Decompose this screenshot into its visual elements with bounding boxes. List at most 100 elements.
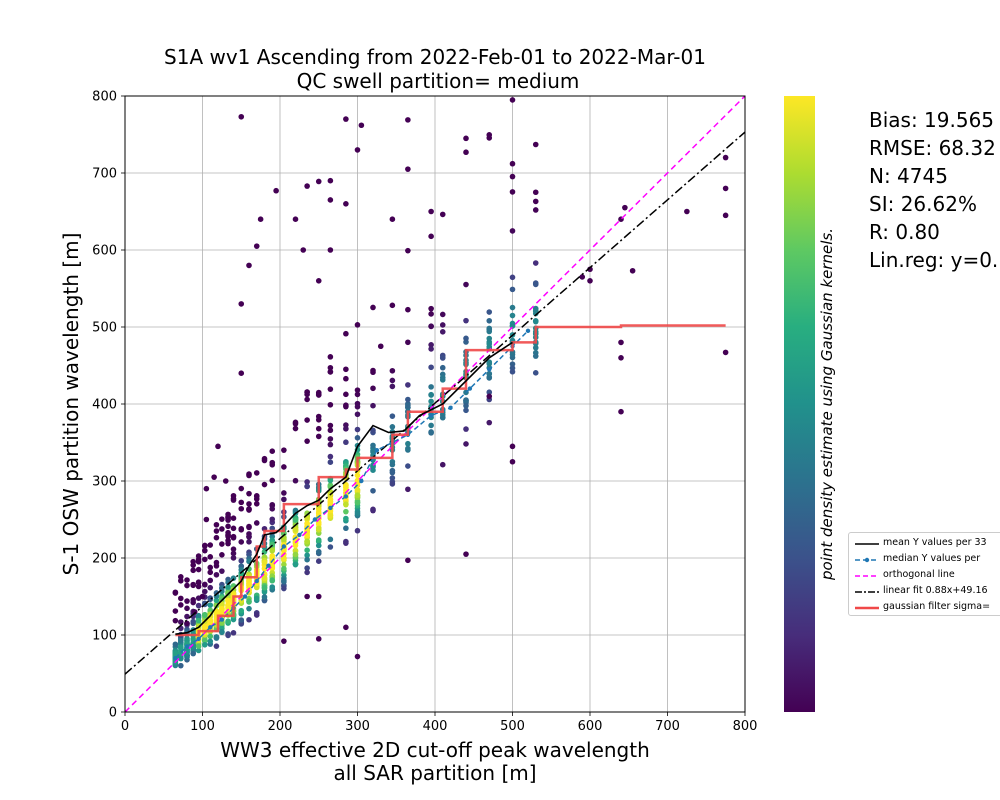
scatter-point: [405, 463, 411, 469]
median-point: [184, 644, 190, 649]
scatter-point: [389, 461, 396, 468]
scatter-point: [222, 478, 229, 484]
scatter-point: [354, 322, 361, 328]
scatter-point: [327, 459, 334, 465]
scatter-point: [238, 485, 245, 492]
y-axis-label: S-1 OSW partition wavelength [m]: [59, 233, 83, 576]
scatter-point: [195, 612, 202, 619]
scatter-point: [439, 211, 446, 218]
stat-r: R: 0.80: [869, 220, 940, 244]
scatter-point: [343, 538, 349, 545]
scatter-point: [281, 447, 287, 453]
scatter-point: [213, 563, 220, 569]
x-tick-label: 700: [655, 719, 680, 734]
scatter-point: [509, 189, 516, 195]
scatter-point: [343, 402, 349, 408]
scatter-point: [178, 577, 184, 584]
scatter-point: [202, 547, 208, 554]
y-tick-label: 700: [92, 167, 117, 182]
scatter-point: [463, 281, 469, 288]
scatter-point: [213, 534, 220, 541]
scatter-point: [195, 617, 202, 624]
scatter-point: [292, 547, 299, 554]
scatter-point: [261, 565, 268, 572]
scatter-point: [509, 458, 516, 465]
scatter-point: [428, 398, 434, 405]
scatter-point: [202, 581, 208, 588]
scatter-point: [509, 320, 516, 327]
scatter-point: [269, 547, 276, 554]
scatter-point: [225, 523, 231, 530]
scatter-point: [219, 605, 225, 612]
scatter-point: [343, 330, 349, 337]
scatter-point: [202, 612, 208, 618]
scatter-point: [428, 384, 434, 390]
scatter-point: [178, 574, 184, 580]
scatter-point: [246, 490, 252, 497]
scatter-point: [354, 480, 361, 486]
scatter-point: [230, 497, 237, 503]
scatter-point: [207, 569, 214, 576]
scatter-point: [486, 325, 493, 332]
scatter-point: [219, 568, 225, 574]
scatter-point: [439, 329, 446, 335]
scatter-point: [428, 208, 434, 215]
scatter-point: [532, 281, 539, 288]
scatter-point: [246, 472, 252, 479]
scatter-point: [304, 556, 310, 563]
median-line: [174, 330, 529, 659]
scatter-point: [327, 177, 334, 184]
scatter-point: [253, 520, 260, 526]
scatter-point: [405, 117, 411, 123]
scatter-point: [191, 609, 198, 615]
scatter-point: [463, 335, 469, 342]
scatter-point: [203, 516, 210, 523]
scatter-point: [195, 583, 202, 590]
scatter-point: [509, 312, 516, 319]
scatter-point: [315, 636, 322, 642]
scatter-point: [327, 544, 334, 550]
scatter-point: [532, 198, 539, 205]
scatter-point: [327, 364, 334, 371]
scatter-point: [304, 552, 310, 559]
x-tick-label: 400: [423, 719, 448, 734]
scatter-point: [207, 564, 214, 571]
stat-n: N: 4745: [869, 164, 948, 188]
median-point: [173, 655, 178, 661]
scatter-point: [304, 396, 310, 403]
scatter-point: [354, 527, 361, 534]
x-tick-label: 100: [190, 719, 215, 734]
scatter-point: [269, 506, 276, 512]
scatter-point: [509, 368, 516, 375]
scatter-point: [300, 247, 307, 253]
scatter-point: [532, 344, 539, 351]
scatter-point: [213, 635, 220, 641]
scatter-point: [207, 638, 214, 645]
scatter-point: [184, 582, 190, 589]
scatter-point: [370, 487, 376, 494]
scatter-point: [370, 467, 376, 473]
scatter-point: [315, 278, 322, 284]
scatter-point: [178, 644, 184, 651]
scatter-point: [269, 584, 276, 590]
x-tick-label: 800: [733, 719, 758, 734]
scatter-point: [722, 154, 729, 161]
scatter-point: [509, 228, 516, 234]
scatter-point: [230, 525, 237, 532]
stat-bias: Bias: 19.565: [869, 108, 995, 132]
legend-label-gaussian: gaussian filter sigma=: [883, 601, 991, 612]
scatter-point: [257, 216, 264, 222]
scatter-point: [370, 385, 376, 392]
scatter-point: [622, 204, 628, 211]
scatter-point: [509, 304, 516, 311]
scatter-point: [463, 426, 469, 432]
scatter-point: [215, 443, 221, 450]
scatter-point: [253, 612, 260, 618]
legend-swatch-orthogonal: [855, 575, 879, 577]
scatter-point: [281, 536, 287, 542]
scatter-point: [354, 403, 361, 410]
y-tick-label: 500: [92, 321, 117, 336]
scatter-point: [253, 500, 260, 507]
scatter-point: [269, 573, 276, 579]
scatter-point: [238, 113, 245, 120]
